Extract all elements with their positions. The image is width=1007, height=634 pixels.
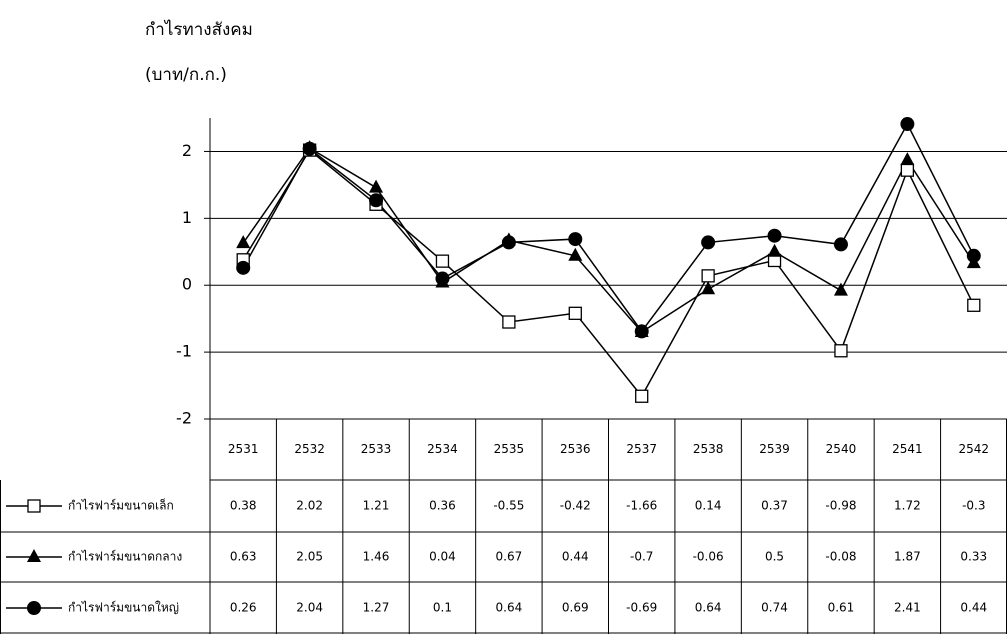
- table-value: 0.44: [562, 550, 589, 564]
- series-line: [242, 147, 975, 334]
- x-tick-label: 2540: [826, 442, 857, 456]
- table-value: -1.66: [626, 499, 657, 513]
- x-tick-label: 2536: [560, 442, 591, 456]
- y-tick-label: 0: [182, 275, 192, 294]
- table-value: 0.64: [496, 601, 523, 615]
- series-line: [242, 148, 975, 398]
- chart-subtitle: (บาท/ก.ก.): [145, 65, 227, 85]
- data-point: [369, 193, 384, 208]
- table-value: 0.67: [496, 550, 523, 564]
- x-tick-label: 2537: [626, 442, 657, 456]
- table-value: 0.69: [562, 601, 589, 615]
- legend-label: กำไรฟาร์มขนาดเล็ก: [68, 498, 174, 513]
- data-point: [369, 179, 384, 193]
- data-point: [634, 324, 649, 339]
- table-value: 0.63: [230, 550, 257, 564]
- x-tick-label: 2533: [361, 442, 392, 456]
- table-value: -0.3: [962, 499, 985, 513]
- data-point: [900, 117, 915, 132]
- table-value: 1.27: [363, 601, 390, 615]
- table-value: 0.38: [230, 499, 257, 513]
- data-point: [236, 235, 251, 249]
- y-tick-label: -2: [176, 409, 192, 428]
- data-point: [302, 141, 317, 156]
- data-point: [767, 243, 782, 257]
- table-value: -0.7: [630, 550, 653, 564]
- table-value: 1.87: [894, 550, 921, 564]
- x-tick-label: 2535: [494, 442, 525, 456]
- table-value: 0.64: [695, 601, 722, 615]
- data-point: [435, 271, 450, 286]
- table-value: 0.04: [429, 550, 456, 564]
- data-point: [833, 237, 848, 252]
- chart-title: กำไรทางสังคม: [145, 19, 253, 40]
- data-point: [966, 248, 981, 263]
- x-tick-label: 2541: [892, 442, 923, 456]
- table-value: 0.33: [960, 550, 987, 564]
- legend-marker: [27, 549, 41, 562]
- data-point: [833, 282, 848, 296]
- table-value: 0.1: [433, 601, 452, 615]
- legend-marker: [27, 499, 41, 513]
- x-tick-label: 2531: [228, 442, 259, 456]
- table-value: 1.72: [894, 499, 921, 513]
- y-tick-label: 1: [182, 208, 192, 227]
- data-point: [701, 235, 716, 250]
- data-point: [900, 163, 915, 177]
- table-value: 0.36: [429, 499, 456, 513]
- table-value: 0.14: [695, 499, 722, 513]
- legend-marker: [27, 601, 41, 615]
- table-value: -0.98: [825, 499, 856, 513]
- series-line: [242, 122, 975, 333]
- data-point: [502, 315, 516, 329]
- table-value: -0.42: [560, 499, 591, 513]
- data-point: [236, 260, 251, 275]
- x-tick-label: 2532: [294, 442, 325, 456]
- y-tick-label: 2: [182, 141, 192, 160]
- data-point: [701, 269, 715, 283]
- data-point: [701, 281, 716, 295]
- table-value: 2.41: [894, 601, 921, 615]
- table-value: 0.44: [960, 601, 987, 615]
- table-value: 0.74: [761, 601, 788, 615]
- table-value: 0.61: [828, 601, 855, 615]
- data-point: [834, 344, 848, 358]
- data-point: [568, 306, 582, 320]
- legend-label: กำไรฟาร์มขนาดใหญ่: [68, 601, 179, 615]
- table-value: -0.08: [825, 550, 856, 564]
- data-point: [635, 389, 649, 403]
- data-point: [900, 152, 915, 166]
- table-value: 2.02: [296, 499, 323, 513]
- data-point: [568, 247, 583, 261]
- x-tick-label: 2542: [959, 442, 990, 456]
- table-value: 0.26: [230, 601, 257, 615]
- table-value: -0.06: [693, 550, 724, 564]
- data-point: [501, 235, 516, 250]
- data-point: [568, 232, 583, 247]
- x-tick-label: 2538: [693, 442, 724, 456]
- x-tick-label: 2539: [759, 442, 790, 456]
- table-value: -0.69: [626, 601, 657, 615]
- data-point: [967, 298, 981, 312]
- table-value: 1.21: [363, 499, 390, 513]
- table-value: -0.55: [493, 499, 524, 513]
- data-point: [435, 254, 450, 268]
- table-value: 1.46: [363, 550, 390, 564]
- table-value: 2.04: [296, 601, 323, 615]
- table-value: 0.37: [761, 499, 788, 513]
- data-point: [767, 228, 782, 243]
- y-tick-label: -1: [176, 342, 192, 361]
- legend-label: กำไรฟาร์มขนาดกลาง: [68, 550, 182, 564]
- x-tick-label: 2534: [427, 442, 458, 456]
- table-value: 2.05: [296, 550, 323, 564]
- table-value: 0.5: [765, 550, 784, 564]
